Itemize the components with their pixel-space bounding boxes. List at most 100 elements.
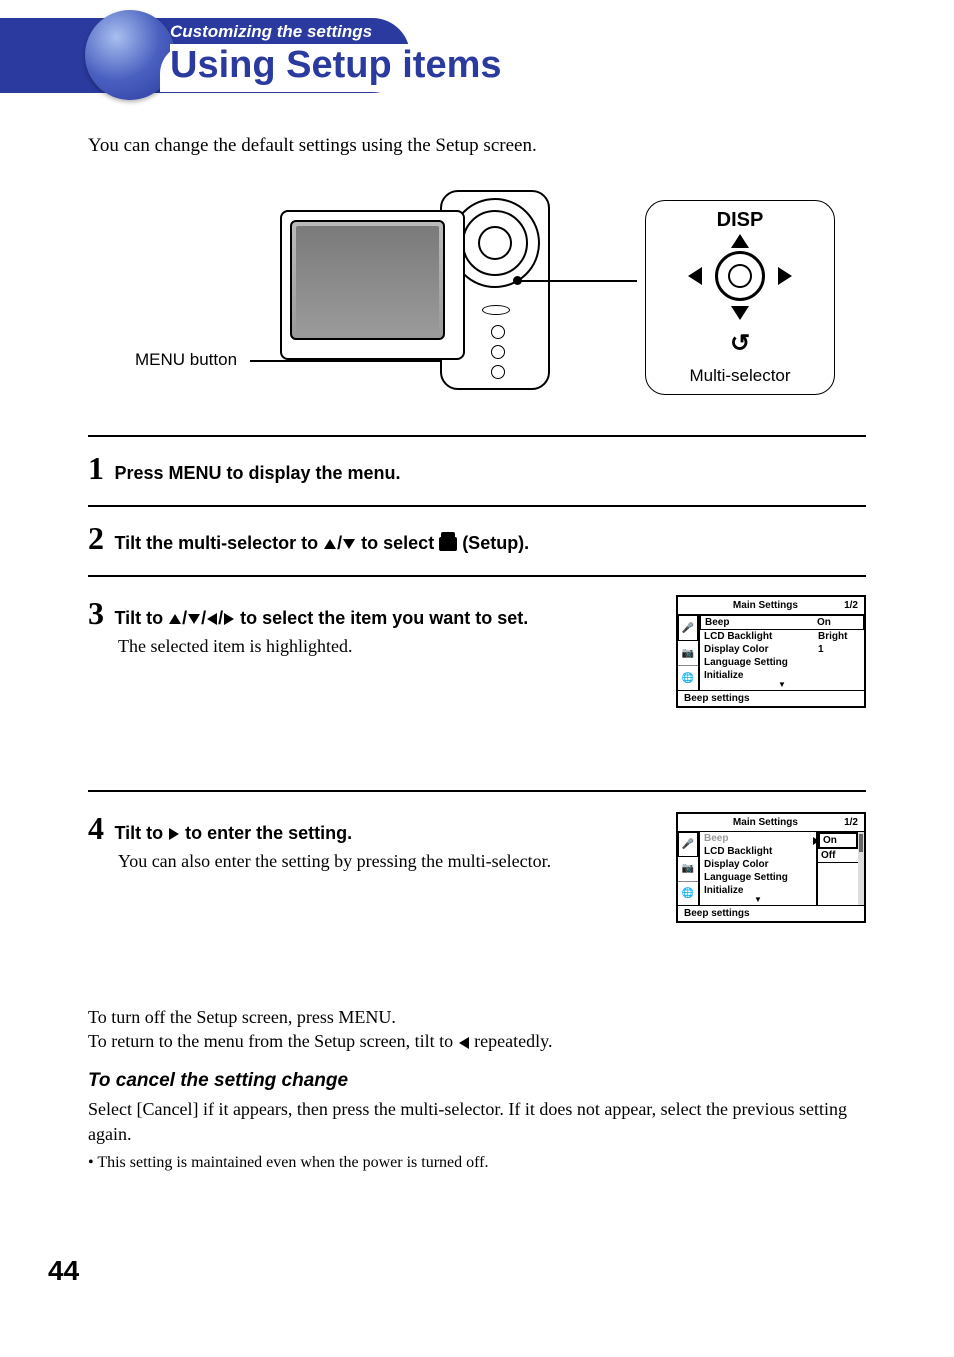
closing-p1: To turn off the Setup screen, press MENU…: [88, 1005, 866, 1029]
lcd1-row: LCD Backlight Bright: [700, 630, 864, 643]
lcd2-page: 1/2: [844, 817, 858, 828]
camera-speaker: [482, 305, 510, 315]
selector-arrow-right-icon: [778, 267, 792, 285]
lcd1-tabs: 🎤 📷 🌐: [678, 615, 698, 690]
lcd2-scrollbar: [858, 832, 864, 905]
triangle-left-icon: [459, 1037, 469, 1049]
lcd2-scroll-down-icon: ▼: [700, 897, 816, 905]
step-4-text-post: to enter the setting.: [180, 823, 352, 843]
lcd-screenshot-2: . Main Settings 1/2 🎤 📷 🌐 Beep LCD Backl…: [676, 812, 866, 923]
lcd1-row-label: Display Color: [704, 644, 818, 655]
lcd2-row: Language Setting: [700, 871, 816, 884]
step-1-title: Press MENU to display the menu.: [114, 463, 400, 483]
leader-dot-selector: [513, 276, 522, 285]
triangle-down-icon: [188, 614, 200, 624]
camera-diagram: MENU button DISP ↺ Multi-selector: [135, 180, 835, 410]
camera-illustration: [280, 190, 550, 405]
step-4-text-pre: Tilt to: [114, 823, 168, 843]
triangle-down-icon: [343, 539, 355, 549]
closing-p2-pre: To return to the menu from the Setup scr…: [88, 1031, 458, 1051]
step-1-number: 1: [88, 450, 104, 487]
selector-arrow-down-icon: [731, 306, 749, 320]
lcd1-row: Display Color 1: [700, 643, 864, 656]
lcd1-tab-1-icon: 🎤: [678, 615, 698, 641]
selector-arrow-left-icon: [688, 267, 702, 285]
triangle-right-icon: [224, 613, 234, 625]
lcd2-options: On Off: [816, 832, 858, 905]
step-2-text-mid: to select: [356, 533, 439, 553]
step-3-text-post: to select the item you want to set.: [235, 608, 528, 628]
closing-bullet-text: This setting is maintained even when the…: [97, 1154, 488, 1171]
lcd1-row: Beep On: [700, 615, 864, 630]
lcd2-row-label: Display Color: [704, 859, 812, 870]
divider: [88, 505, 866, 507]
lcd2-scroll-thumb: [859, 834, 863, 852]
step-1: 1 Press MENU to display the menu.: [88, 450, 866, 487]
step-2-title: Tilt the multi-selector to / to select (…: [114, 533, 529, 553]
step-2-number: 2: [88, 520, 104, 557]
closing-p2-post: repeatedly.: [470, 1031, 553, 1051]
lcd2-tab-3-icon: 🌐: [678, 882, 698, 905]
step-2-text-pre: Tilt the multi-selector to: [114, 533, 323, 553]
header-overtitle: Customizing the settings: [170, 22, 372, 42]
closing-bullet: • This setting is maintained even when t…: [88, 1152, 866, 1174]
closing-block: To turn off the Setup screen, press MENU…: [88, 1005, 866, 1173]
step-3-number: 3: [88, 595, 104, 632]
disp-label: DISP: [717, 209, 764, 232]
lcd2-title: Main Settings: [733, 817, 798, 828]
lcd2-row: LCD Backlight: [700, 845, 816, 858]
selector-center-button: [728, 264, 752, 288]
lcd1-title: Main Settings: [733, 600, 798, 611]
menu-button-label: MENU button: [135, 350, 237, 370]
camera-button-1: [491, 325, 505, 339]
lcd2-tab-2-icon: 📷: [678, 857, 698, 881]
lcd1-row-label: Language Setting: [704, 657, 860, 668]
lcd2-option-off: Off: [818, 849, 858, 863]
camera-lens-inner: [478, 226, 512, 260]
step-4-title: Tilt to to enter the setting.: [114, 823, 352, 843]
step-3-text-pre: Tilt to: [114, 608, 168, 628]
lcd1-row-label: LCD Backlight: [704, 631, 818, 642]
triangle-right-icon: [169, 828, 179, 840]
camera-menu-button: [491, 365, 505, 379]
lcd1-page: 1/2: [844, 600, 858, 611]
multi-selector-panel: DISP ↺ Multi-selector: [645, 200, 835, 395]
lcd1-tab-2-icon: 📷: [678, 641, 698, 666]
lcd2-row-label: Language Setting: [704, 872, 812, 883]
page-title: Using Setup items: [170, 44, 522, 87]
lcd2-option-on: On: [818, 832, 858, 849]
lcd1-list: Beep On LCD Backlight Bright Display Col…: [698, 615, 864, 690]
intro-paragraph: You can change the default settings usin…: [88, 135, 537, 157]
triangle-up-icon: [169, 614, 181, 624]
lcd1-row-value: On: [817, 617, 859, 628]
lcd1-row-value: Bright: [818, 631, 860, 642]
step-3-title: Tilt to /// to select the item you want …: [114, 608, 528, 628]
self-timer-icon: ↺: [730, 329, 750, 358]
multi-selector-label: Multi-selector: [689, 366, 790, 386]
lcd1-row-label: Beep: [705, 617, 817, 628]
triangle-up-icon: [324, 539, 336, 549]
step-4-number: 4: [88, 810, 104, 847]
lcd1-tab-3-icon: 🌐: [678, 666, 698, 690]
lcd1-row: Language Setting: [700, 656, 864, 669]
lcd2-header: . Main Settings 1/2: [678, 814, 864, 831]
closing-p3: Select [Cancel] if it appears, then pres…: [88, 1097, 866, 1146]
lcd2-tab-1-icon: 🎤: [678, 832, 698, 857]
page-number: 44: [48, 1255, 79, 1287]
lcd2-row-label: LCD Backlight: [704, 846, 812, 857]
lcd1-header: . Main Settings 1/2: [678, 597, 864, 614]
selector-arrow-up-icon: [731, 234, 749, 248]
lcd1-scroll-down-icon: ▼: [700, 682, 864, 690]
lcd2-row-label: Beep: [704, 833, 812, 844]
divider: [88, 790, 866, 792]
closing-p2: To return to the menu from the Setup scr…: [88, 1029, 866, 1053]
step-2: 2 Tilt the multi-selector to / to select…: [88, 520, 866, 557]
step-2-text-post: (Setup).: [457, 533, 529, 553]
lcd1-footer: Beep settings: [678, 691, 864, 706]
leader-line-selector: [517, 280, 637, 282]
camera-button-2: [491, 345, 505, 359]
camera-lcd-screen: [296, 226, 439, 334]
lcd2-list: Beep LCD Backlight Display Color Languag…: [698, 832, 816, 905]
lcd-screenshot-1: . Main Settings 1/2 🎤 📷 🌐 Beep On LCD Ba…: [676, 595, 866, 708]
lcd2-row: Display Color: [700, 858, 816, 871]
